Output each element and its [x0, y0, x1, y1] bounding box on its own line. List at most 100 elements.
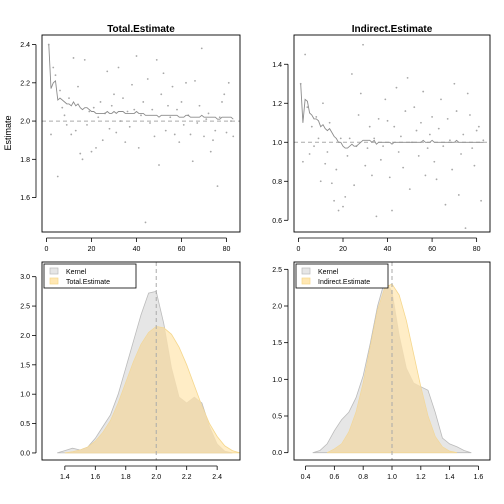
data-point — [377, 117, 380, 120]
y-tick-label: 2.0 — [20, 333, 30, 340]
legend-box — [43, 263, 137, 289]
data-point — [149, 122, 151, 124]
x-tick-label: 0.8 — [358, 474, 368, 481]
x-tick-label: 1.2 — [416, 474, 426, 481]
x-tick-label: 1.6 — [474, 474, 484, 481]
legend-label: Kernel — [66, 269, 87, 276]
data-point — [90, 150, 93, 153]
panel-title: Total.Estimate — [107, 24, 175, 35]
data-point — [475, 129, 478, 132]
data-point — [466, 92, 469, 95]
x-tick-label: 2.4 — [212, 474, 222, 481]
y-tick-label: 1.0 — [272, 140, 282, 147]
data-point — [335, 168, 338, 171]
plot-frame — [41, 34, 241, 233]
plot-frame — [41, 261, 241, 461]
data-point — [326, 151, 329, 153]
data-point — [351, 73, 353, 75]
data-point — [371, 174, 373, 177]
x-tick-label: 20 — [88, 246, 96, 253]
data-point — [471, 147, 474, 150]
data-point — [83, 58, 86, 61]
data-point — [453, 82, 456, 85]
data-point — [108, 127, 111, 130]
data-point — [402, 166, 405, 169]
data-point — [137, 146, 140, 149]
data-point — [135, 55, 138, 57]
x-tick-label: 1.4 — [445, 474, 455, 481]
data-point — [151, 108, 154, 111]
panel-indirect-estimate-density: Kernel Indirect.Estimate 0.4 0.6 0.8 1.0 1.2 1.… — [272, 261, 491, 481]
data-point — [393, 125, 396, 128]
y-tick-label: 2.4 — [20, 42, 30, 49]
data-point — [126, 110, 129, 113]
data-point — [97, 116, 100, 119]
y-axis-label: Estimate — [3, 115, 13, 150]
data-point — [119, 120, 122, 122]
data-point — [357, 114, 360, 116]
data-point — [140, 114, 142, 117]
panel-total-estimate-density: Kernel Total.Estimate 1.4 1.6 1.8 2.0 2.2 2.4 0.… — [20, 261, 241, 481]
data-point — [160, 93, 163, 96]
data-point — [212, 139, 214, 142]
overlap-area — [64, 326, 233, 453]
data-point — [65, 123, 68, 126]
data-point — [346, 155, 349, 157]
data-point — [462, 133, 465, 136]
data-point — [101, 139, 104, 142]
data-point — [395, 86, 398, 89]
y-tick-label: 0.5 — [20, 421, 30, 428]
legend-label: Kernel — [318, 269, 339, 276]
data-point — [88, 110, 91, 113]
data-point — [366, 147, 369, 150]
data-point — [424, 174, 427, 177]
x-tick-label: 1.8 — [121, 474, 131, 481]
x-tick-label: 60 — [178, 246, 186, 253]
data-point — [337, 209, 340, 212]
data-point — [353, 184, 356, 187]
data-point — [162, 72, 165, 75]
data-point — [469, 114, 471, 116]
y-tick-label: 1.4 — [272, 62, 282, 69]
data-point — [110, 104, 113, 107]
data-point — [50, 133, 52, 136]
x-tick-label: 1.6 — [90, 474, 100, 481]
data-point — [364, 164, 367, 167]
y-tick-label: 2.0 — [20, 119, 30, 126]
data-point — [79, 152, 82, 155]
data-point — [379, 158, 382, 161]
data-point — [221, 101, 223, 103]
data-point — [482, 139, 485, 142]
data-point — [330, 182, 333, 185]
data-point — [232, 135, 235, 138]
data-point — [194, 80, 196, 82]
data-point — [115, 131, 118, 134]
data-point — [185, 81, 187, 84]
y-tick-label: 2.5 — [272, 267, 282, 274]
data-point — [382, 145, 384, 148]
data-point — [146, 78, 149, 80]
data-point — [180, 101, 183, 103]
data-point — [92, 106, 95, 109]
data-point — [426, 147, 429, 150]
data-point — [63, 114, 66, 117]
y-tick-label: 1.2 — [272, 101, 282, 108]
data-point — [122, 97, 124, 100]
data-point — [315, 116, 318, 118]
data-point — [227, 81, 230, 84]
x-tick-label: 80 — [223, 246, 231, 253]
x-tick-label: 60 — [428, 246, 436, 253]
data-point — [200, 47, 203, 50]
data-point — [207, 112, 210, 115]
data-point — [437, 127, 440, 130]
data-point — [74, 129, 77, 132]
data-point — [70, 133, 73, 136]
data-point — [397, 151, 400, 153]
data-point — [198, 104, 201, 107]
data-point — [313, 145, 315, 148]
y-tick-label: 2.0 — [272, 304, 282, 311]
data-point — [171, 85, 174, 88]
data-point — [61, 106, 64, 109]
data-point — [81, 158, 84, 161]
data-point — [142, 101, 145, 103]
